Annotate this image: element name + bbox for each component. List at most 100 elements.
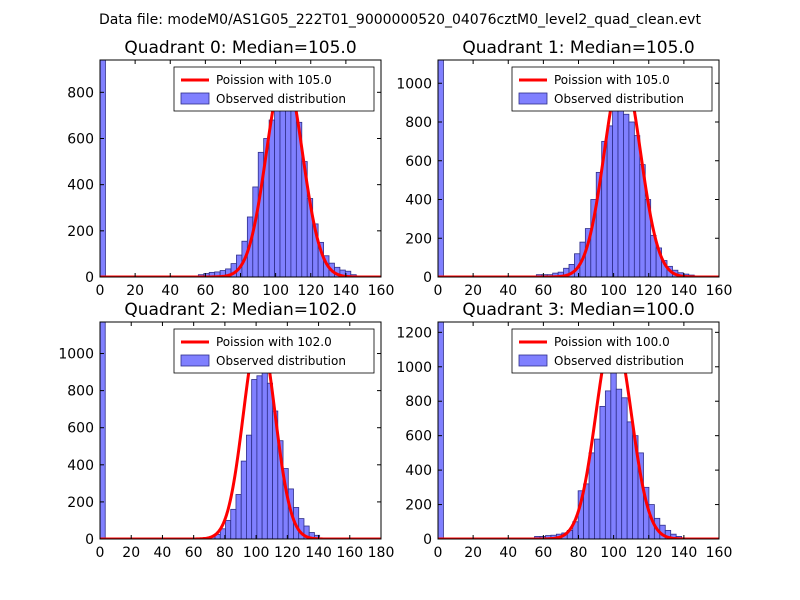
axes-frame (99, 321, 382, 540)
histogram-bar (599, 405, 606, 539)
y-tick-label: 0 (423, 532, 432, 548)
x-tick-label: 100 (600, 283, 627, 299)
poisson-curve (438, 68, 719, 277)
y-tick-label: 200 (67, 495, 94, 511)
x-tick-label: 20 (126, 283, 144, 299)
histogram-bar (633, 135, 641, 277)
y-tick-label: 0 (423, 270, 432, 286)
legend: Poission with 100.0 Observed distribution (511, 328, 713, 374)
x-tick-label: 40 (499, 283, 517, 299)
y-tick-label: 400 (67, 178, 94, 194)
x-tick-label: 60 (196, 283, 214, 299)
y-tick-label: 0 (85, 270, 94, 286)
x-tick-label: 80 (570, 545, 588, 561)
panel-title: Quadrant 1: Median=105.0 (462, 38, 694, 58)
panel-title: Quadrant 0: Median=105.0 (124, 38, 356, 58)
poisson-curve (438, 329, 719, 539)
x-tick-label: 160 (336, 545, 363, 561)
y-tick-label: 600 (67, 421, 94, 437)
legend-label-observed: Observed distribution (216, 92, 346, 106)
y-tick-label: 600 (405, 154, 432, 170)
x-tick-label: 140 (671, 545, 698, 561)
x-tick-label: 40 (154, 545, 172, 561)
legend-label-observed: Observed distribution (554, 92, 684, 106)
legend-label-observed: Observed distribution (554, 354, 684, 368)
quadrant-panel-3: 0 20 40 60 80 100 120 140 160 0 200 400 600 800 1000 12… (396, 300, 732, 561)
histogram-bar (588, 452, 595, 539)
panel-title: Quadrant 3: Median=100.0 (462, 300, 694, 320)
y-tick-label: 800 (67, 384, 94, 400)
x-tick-label: 120 (635, 283, 662, 299)
histogram-bar (628, 121, 635, 277)
histogram-bar (610, 352, 617, 539)
figure-title: Data file: modeM0/AS1G05_222T01_90000005… (99, 12, 701, 28)
panels: 0 20 40 60 80 100 120 140 1600200400600800Quadra… (58, 38, 732, 561)
x-tick-label: 120 (297, 283, 324, 299)
x-tick-label: 160 (706, 283, 733, 299)
histogram-bar (617, 108, 624, 277)
y-tick-label: 200 (405, 231, 432, 247)
y-tick-label: 1000 (58, 347, 94, 363)
histogram-bar (621, 397, 628, 539)
x-tick-label: 20 (464, 545, 482, 561)
x-tick-label: 0 (96, 283, 105, 299)
legend: Poission with 105.0 Observed distribution (511, 66, 713, 112)
histogram-bar (235, 494, 242, 539)
histogram-bar (606, 125, 613, 277)
x-tick-label: 80 (216, 545, 234, 561)
legend: Poission with 105.0 Observed distribution (173, 66, 375, 112)
y-tick-label: 0 (85, 532, 94, 548)
histogram-bar (240, 460, 247, 539)
histogram-bar (100, 60, 106, 277)
histogram-bar (268, 119, 275, 277)
y-tick-label: 200 (405, 498, 432, 514)
x-tick-label: 180 (368, 545, 395, 561)
histogram-bar (256, 375, 263, 539)
x-tick-label: 160 (368, 283, 395, 299)
x-tick-label: 160 (706, 545, 733, 561)
legend-label-observed: Observed distribution (216, 354, 346, 368)
x-tick-label: 140 (671, 283, 698, 299)
x-tick-label: 80 (232, 283, 250, 299)
plot-area (438, 322, 719, 539)
x-tick-label: 60 (185, 545, 203, 561)
y-tick-label: 800 (405, 394, 432, 410)
x-tick-label: 140 (305, 545, 332, 561)
histogram-bar (285, 82, 292, 277)
legend-label-poisson: Poission with 102.0 (216, 335, 332, 349)
histogram-bar (438, 322, 444, 539)
x-tick-label: 60 (534, 545, 552, 561)
histogram-bar (230, 508, 237, 539)
x-tick-label: 40 (499, 545, 517, 561)
quadrant-panel-2: 0 20 40 60 80 100 120 140 160 180 0 200 400 600 800 100… (58, 300, 394, 561)
legend-bar-swatch (180, 354, 210, 367)
x-tick-label: 0 (434, 545, 443, 561)
y-tick-label: 800 (405, 115, 432, 131)
legend-bar-swatch (518, 92, 548, 105)
x-tick-label: 20 (464, 283, 482, 299)
histogram-bar (438, 60, 444, 277)
x-tick-label: 140 (333, 283, 360, 299)
panel-title: Quadrant 2: Median=102.0 (124, 300, 356, 320)
x-tick-label: 100 (600, 545, 627, 561)
y-tick-label: 1000 (396, 360, 432, 376)
y-tick-label: 400 (67, 458, 94, 474)
x-tick-label: 100 (243, 545, 270, 561)
y-tick-label: 1000 (396, 76, 432, 92)
histogram-bar (279, 91, 286, 277)
histogram-bar (615, 388, 623, 539)
quadrant-panel-0: 0 20 40 60 80 100 120 140 160 0 200 400 600 800 Quadra… (67, 38, 394, 299)
x-tick-label: 120 (635, 545, 662, 561)
x-tick-label: 0 (434, 283, 443, 299)
histogram-bar (225, 520, 232, 539)
x-tick-label: 20 (122, 545, 140, 561)
histogram-bar (274, 94, 281, 277)
legend-label-poisson: Poission with 100.0 (554, 335, 670, 349)
y-tick-label: 800 (67, 85, 94, 101)
x-tick-label: 0 (96, 545, 105, 561)
histogram-bar (626, 421, 633, 539)
poisson-curve (100, 329, 381, 539)
poisson-curve (100, 70, 381, 277)
legend-bar-swatch (518, 354, 548, 367)
